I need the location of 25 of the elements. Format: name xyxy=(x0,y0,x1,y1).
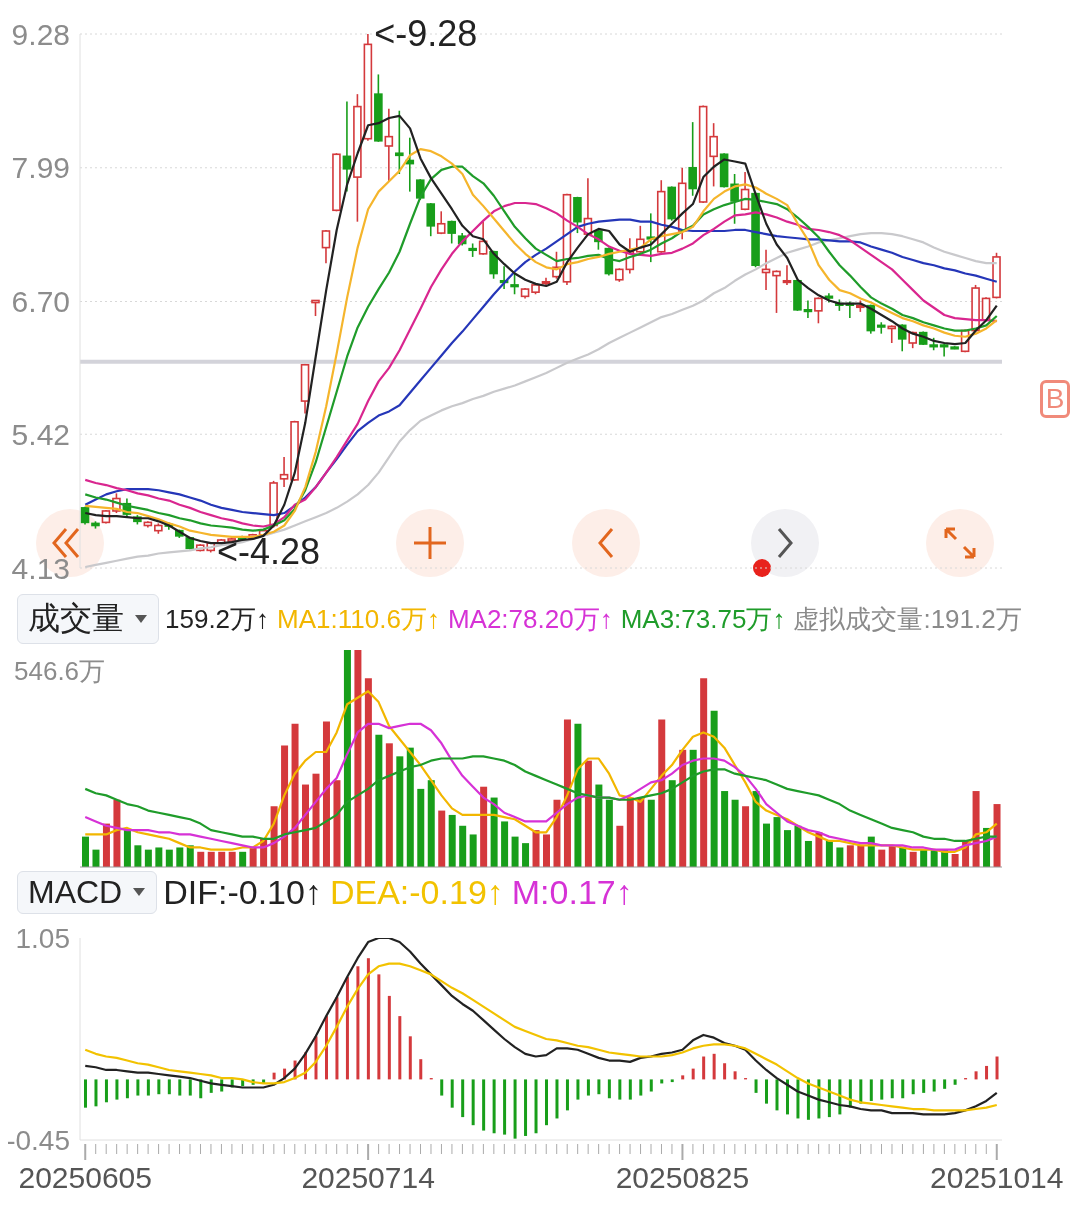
x-tick-label: 20250825 xyxy=(615,1161,750,1194)
y-tick-label: 6.70 xyxy=(11,285,70,319)
y-tick-label: 4.13 xyxy=(11,551,70,585)
text: 虚拟成交量:191.2万 xyxy=(793,602,1022,636)
y-tick-label: 5.42 xyxy=(11,417,70,451)
text: MA2:78.20万↑ xyxy=(447,602,613,636)
x-tick-label: 20251014 xyxy=(930,1161,1064,1194)
y-tick-label: -0.45 xyxy=(6,1124,70,1156)
annotation: <-9.28 xyxy=(374,13,478,54)
text: MA1:110.6万↑ xyxy=(277,602,440,636)
y-tick-label: 9.28 xyxy=(11,17,70,51)
annotation: <-4.28 xyxy=(216,531,321,573)
text: M:0.17↑ xyxy=(511,872,633,912)
chart-title: 成交量 xyxy=(28,599,124,638)
annotation: 546.6万 xyxy=(14,655,106,688)
y-tick-label: 7.99 xyxy=(11,151,70,185)
chart-title: MACD xyxy=(28,873,123,911)
x-tick-label: 20250714 xyxy=(301,1161,435,1194)
text: MA3:73.75万↑ xyxy=(620,602,786,636)
series-label: DIF:-0.10↑ xyxy=(163,872,322,912)
x-tick-label: 20250605 xyxy=(18,1161,152,1194)
text: 159.2万↑ xyxy=(165,602,270,636)
y-tick-label: 1.05 xyxy=(15,922,70,954)
text: B xyxy=(1040,380,1070,418)
text: DEA:-0.19↑ xyxy=(329,872,504,912)
